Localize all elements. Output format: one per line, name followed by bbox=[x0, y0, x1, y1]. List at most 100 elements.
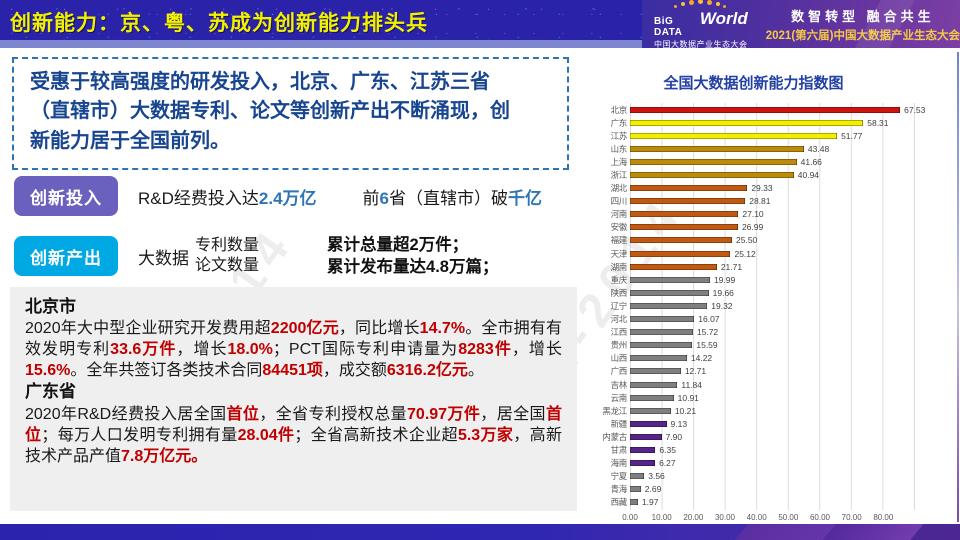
chart-bar bbox=[630, 276, 710, 283]
right-edge-accent bbox=[957, 52, 959, 522]
chart-bar bbox=[630, 381, 678, 388]
chart-value-label: 10.91 bbox=[677, 392, 699, 403]
chart-bar bbox=[630, 224, 738, 231]
chart-value-label: 27.10 bbox=[742, 209, 764, 220]
chart-value-label: 29.33 bbox=[751, 183, 773, 194]
x-axis-tick: 40.00 bbox=[746, 512, 767, 522]
chart-plot-area: 北京 67.53 广东 58.31 江苏 51.77 山东 43.48 上海 41.66 浙江 40.… bbox=[592, 103, 952, 527]
chart-category-label: 上海 bbox=[610, 156, 628, 167]
chart-category-label: 湖南 bbox=[610, 261, 628, 272]
chart-category-label: 广西 bbox=[610, 366, 628, 377]
chart-row: 黑龙江 10.21 bbox=[592, 404, 952, 417]
chart-category-label: 内蒙古 bbox=[602, 431, 627, 442]
chart-value-label: 16.07 bbox=[698, 314, 720, 325]
chart-category-label: 陕西 bbox=[610, 287, 628, 298]
x-axis-tick: 70.00 bbox=[841, 512, 862, 522]
chart-bar bbox=[630, 119, 864, 126]
innovation-index-chart: 全国大数据创新能力指数图 北京 67.53 广东 58.31 江苏 51.77 山东 43.4… bbox=[592, 72, 952, 528]
x-axis-tick: 10.00 bbox=[651, 512, 672, 522]
chart-bar bbox=[630, 263, 717, 270]
chart-bar bbox=[630, 316, 695, 323]
chart-rows: 北京 67.53 广东 58.31 江苏 51.77 山东 43.48 上海 41.66 浙江 40.… bbox=[592, 103, 952, 509]
chart-category-label: 北京 bbox=[610, 104, 628, 115]
beijing-paragraph: 2020年大中型企业研究开发费用超2200亿元，同比增长14.7%。全市拥有有效… bbox=[25, 320, 562, 380]
chart-bar bbox=[630, 158, 797, 165]
chart-bar bbox=[630, 250, 731, 257]
chart-row: 河南 27.10 bbox=[592, 208, 952, 221]
text-line: 新能力居于全国前列。 bbox=[30, 129, 230, 152]
chart-bar bbox=[630, 407, 671, 414]
text-line: （直辖市）大数据专利、论文等创新产出不断涌现，创 bbox=[30, 100, 510, 123]
chart-value-label: 21.71 bbox=[720, 261, 743, 272]
chart-bar bbox=[630, 185, 748, 192]
innovation-investment-row: 创新投入 R&D经费投入达2.4万亿 前6省（直辖市）破千亿 bbox=[14, 176, 542, 216]
chart-bar bbox=[630, 237, 732, 244]
logo-subtitle: 中国大数据产业生态大会 bbox=[654, 39, 748, 49]
x-axis-tick: 60.00 bbox=[809, 512, 831, 522]
chart-value-label: 12.71 bbox=[684, 366, 707, 377]
logo-dots-icon bbox=[672, 0, 742, 9]
chart-value-label: 1.97 bbox=[641, 497, 659, 508]
chart-value-label: 67.53 bbox=[904, 104, 926, 115]
chart-value-label: 25.50 bbox=[736, 235, 758, 246]
chart-category-label: 浙江 bbox=[610, 170, 628, 181]
chart-value-label: 10.21 bbox=[674, 405, 697, 416]
chart-category-label: 新疆 bbox=[610, 418, 628, 429]
beijing-heading: 北京市 bbox=[25, 297, 76, 316]
chart-row: 广东 58.31 bbox=[592, 116, 952, 129]
chart-row: 江苏 51.77 bbox=[592, 129, 952, 142]
chart-category-label: 甘肃 bbox=[610, 444, 628, 455]
chart-row: 吉林 11.84 bbox=[592, 378, 952, 391]
chart-value-label: 26.99 bbox=[741, 222, 764, 233]
bigdata-world-logo: BiG DATA World 中国大数据产业生态大会 bbox=[654, 0, 748, 50]
chart-row: 天津 25.12 bbox=[592, 247, 952, 260]
chart-category-label: 西藏 bbox=[610, 497, 628, 508]
chart-bar bbox=[630, 420, 667, 427]
investment-badge: 创新投入 bbox=[14, 176, 118, 216]
output-lead-label: 大数据 bbox=[138, 248, 189, 268]
chart-row: 江西 15.72 bbox=[592, 326, 952, 339]
footer-bar bbox=[0, 524, 960, 540]
province-report-box: 北京市 2020年大中型企业研究开发费用超2200亿元，同比增长14.7%。全市… bbox=[10, 287, 577, 511]
logo-text-world: World bbox=[699, 8, 748, 28]
chart-row: 宁夏 3.56 bbox=[592, 470, 952, 483]
chart-row: 湖北 29.33 bbox=[592, 182, 952, 195]
chart-row: 山西 14.22 bbox=[592, 352, 952, 365]
chart-value-label: 19.66 bbox=[712, 287, 734, 298]
chart-value-label: 15.72 bbox=[696, 327, 719, 338]
chart-bar bbox=[630, 486, 641, 493]
chart-value-label: 58.31 bbox=[867, 117, 889, 128]
innovation-output-row: 创新产出 大数据 专利数量 论文数量 累计总量超2万件； 累计发布量达4.8万篇； bbox=[14, 234, 498, 279]
x-axis: 0.00 10.00 20.00 30.00 40.00 50.00 60.00 70.00 8… bbox=[622, 512, 915, 527]
chart-value-label: 6.35 bbox=[659, 444, 676, 455]
chart-value-label: 9.13 bbox=[670, 418, 688, 429]
chart-bar bbox=[630, 289, 709, 296]
chart-category-label: 安徽 bbox=[610, 222, 628, 233]
chart-category-label: 吉林 bbox=[610, 379, 628, 390]
text-line: 专利数量 bbox=[195, 237, 260, 255]
investment-fact-1: R&D经费投入达2.4万亿 bbox=[138, 188, 317, 208]
chart-category-label: 云南 bbox=[610, 392, 628, 403]
x-axis-tick: 30.00 bbox=[714, 512, 736, 522]
chart-row: 云南 10.91 bbox=[592, 391, 952, 404]
chart-value-label: 14.22 bbox=[690, 353, 713, 364]
chart-bar bbox=[630, 302, 708, 309]
chart-row: 北京 67.53 bbox=[592, 103, 952, 116]
intro-summary-box: 受惠于较高强度的研发投入，北京、广东、江苏三省 （直辖市）大数据专利、论文等创新产… bbox=[12, 57, 569, 170]
text-line: 论文数量 bbox=[195, 257, 260, 275]
investment-fact-2: 前6省（直辖市）破千亿 bbox=[362, 188, 543, 208]
chart-value-label: 51.77 bbox=[841, 130, 863, 141]
chart-row: 四川 28.81 bbox=[592, 195, 952, 208]
page-title: 创新能力：京、粤、苏成为创新能力排头兵 bbox=[10, 12, 428, 35]
chart-value-label: 19.32 bbox=[711, 300, 733, 311]
chart-bar bbox=[630, 106, 901, 113]
guangdong-heading: 广东省 bbox=[25, 382, 76, 402]
header-accent-strip bbox=[0, 40, 960, 48]
chart-bar bbox=[630, 460, 656, 467]
chart-bar bbox=[630, 355, 687, 362]
chart-category-label: 福建 bbox=[610, 235, 628, 246]
chart-bar bbox=[630, 433, 662, 440]
chart-row: 青海 2.69 bbox=[592, 483, 952, 496]
chart-row: 广西 12.71 bbox=[592, 365, 952, 378]
